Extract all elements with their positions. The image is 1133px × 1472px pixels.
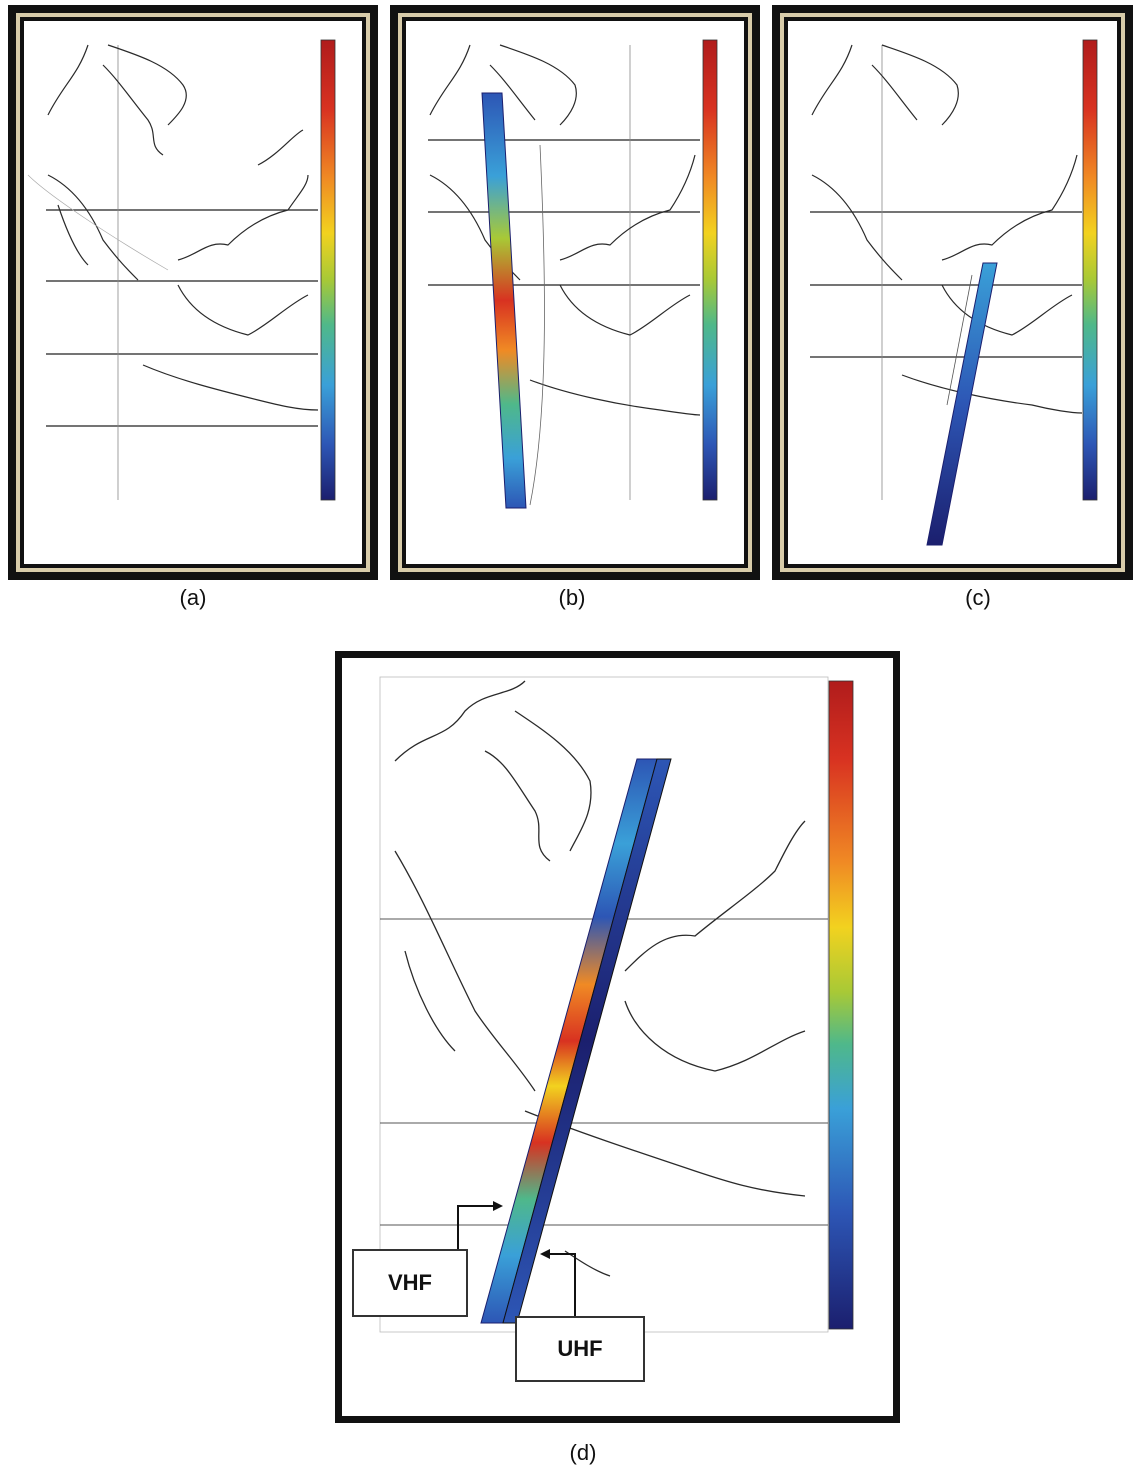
uhf-label: UHF: [515, 1316, 645, 1382]
panel-a: [8, 5, 378, 580]
panel-b-graphic: [390, 5, 760, 580]
panel-c-graphic: [772, 5, 1133, 580]
panel-d-graphic: [335, 651, 900, 1423]
caption-b: (b): [558, 585, 586, 610]
panel-b: [390, 5, 760, 580]
caption-a: (a): [179, 585, 207, 610]
panel-c: [772, 5, 1133, 580]
vhf-label: VHF: [352, 1249, 468, 1317]
caption-d: (d): [569, 1440, 597, 1465]
caption-c: (c): [965, 585, 991, 610]
panel-a-graphic: [8, 5, 378, 580]
panel-d: VHF UHF: [335, 651, 900, 1423]
